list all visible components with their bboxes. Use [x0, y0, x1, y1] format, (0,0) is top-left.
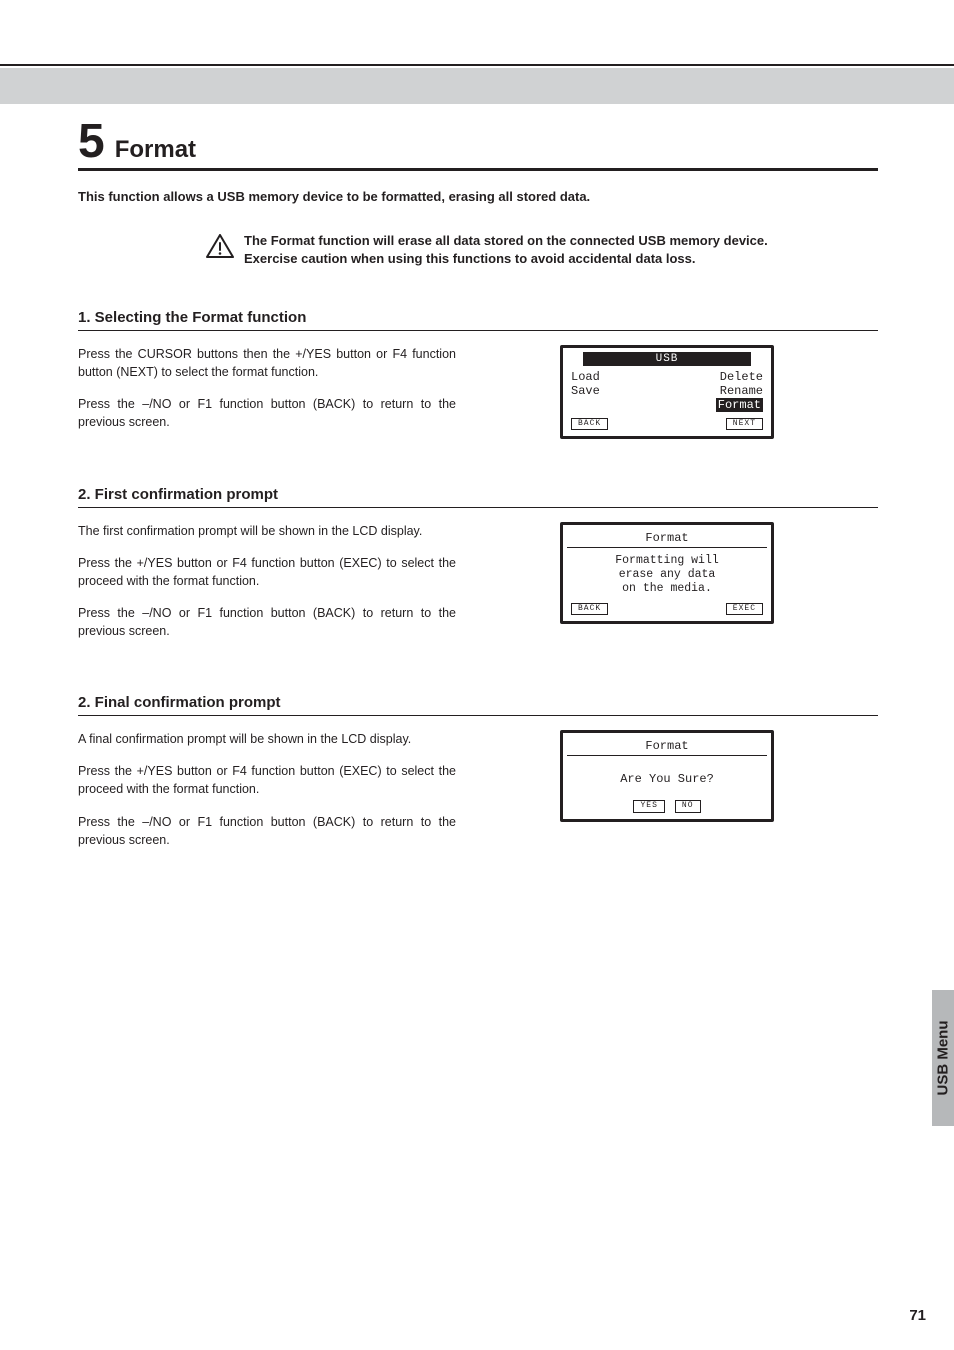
lcd-line: Are You Sure?: [567, 772, 767, 786]
warning-row: The Format function will erase all data …: [206, 232, 878, 267]
subsection-body: Press the CURSOR buttons then the +/YES …: [78, 345, 878, 446]
softkey-exec: EXEC: [726, 603, 763, 615]
paragraph: Press the +/YES button or F4 function bu…: [78, 554, 456, 590]
softkey-no: NO: [675, 800, 701, 812]
paragraph: Press the +/YES button or F4 function bu…: [78, 762, 456, 798]
subsection-text: The first confirmation prompt will be sh…: [78, 522, 456, 655]
warning-text: The Format function will erase all data …: [244, 232, 768, 267]
side-tab-label: USB Menu: [935, 1021, 952, 1096]
paragraph: Press the CURSOR buttons then the +/YES …: [78, 345, 456, 381]
warning-line: The Format function will erase all data …: [244, 232, 768, 250]
lcd-line: erase any data: [567, 568, 767, 582]
lcd-container: USB Load Save Delete Rename Format BACK …: [456, 345, 878, 446]
lcd-container: Format Are You Sure? YES NO: [456, 730, 878, 863]
lcd-left-col: Load Save: [571, 370, 600, 412]
softkey-back: BACK: [571, 603, 608, 615]
side-tab: USB Menu: [932, 990, 954, 1126]
lcd-item: Rename: [716, 384, 763, 398]
subsection-body: The first confirmation prompt will be sh…: [78, 522, 878, 655]
warning-icon: [206, 234, 234, 258]
subsection-body: A final confirmation prompt will be show…: [78, 730, 878, 863]
lcd-item: Load: [571, 370, 600, 384]
softkey-yes: YES: [633, 800, 664, 812]
lcd-title: Format: [567, 739, 767, 756]
lcd-container: Format Formatting will erase any data on…: [456, 522, 878, 655]
lcd-line: Formatting will: [567, 554, 767, 568]
lcd-item-selected: Format: [716, 398, 763, 412]
section-heading-row: 5 Format: [78, 118, 878, 171]
lcd-format-confirm: Format Are You Sure? YES NO: [560, 730, 774, 821]
subsection-heading: 2. First confirmation prompt: [78, 486, 878, 508]
paragraph: A final confirmation prompt will be show…: [78, 730, 456, 748]
lcd-softkeys: BACK NEXT: [567, 418, 767, 430]
lcd-usb-body: Load Save Delete Rename Format: [567, 368, 767, 412]
softkey-back: BACK: [571, 418, 608, 430]
lcd-right-col: Delete Rename Format: [716, 370, 763, 412]
lcd-softkeys: YES NO: [567, 800, 767, 812]
warning-line: Exercise caution when using this functio…: [244, 250, 768, 268]
lcd-format-warning: Format Formatting will erase any data on…: [560, 522, 774, 625]
lcd-usb-menu: USB Load Save Delete Rename Format BACK …: [560, 345, 774, 439]
lcd-line: on the media.: [567, 582, 767, 596]
section-intro: This function allows a USB memory device…: [78, 189, 878, 204]
lcd-titlebar: USB: [583, 352, 751, 366]
subsection-text: A final confirmation prompt will be show…: [78, 730, 456, 863]
paragraph: Press the –/NO or F1 function button (BA…: [78, 813, 456, 849]
section-number: 5: [78, 118, 105, 166]
lcd-item: Save: [571, 384, 600, 398]
subsection-text: Press the CURSOR buttons then the +/YES …: [78, 345, 456, 446]
softkey-next: NEXT: [726, 418, 763, 430]
paragraph: Press the –/NO or F1 function button (BA…: [78, 604, 456, 640]
section-title: Format: [115, 136, 196, 164]
lcd-message: Formatting will erase any data on the me…: [567, 554, 767, 597]
paragraph: The first confirmation prompt will be sh…: [78, 522, 456, 540]
lcd-softkeys: BACK EXEC: [567, 603, 767, 615]
top-rule: [0, 64, 954, 66]
lcd-item: Delete: [716, 370, 763, 384]
page-content: 5 Format This function allows a USB memo…: [78, 118, 878, 863]
subsection-heading: 1. Selecting the Format function: [78, 309, 878, 331]
page-number: 71: [909, 1307, 926, 1324]
paragraph: Press the –/NO or F1 function button (BA…: [78, 395, 456, 431]
subsection-heading: 2. Final confirmation prompt: [78, 694, 878, 716]
header-gray-bar: [0, 68, 954, 104]
lcd-title: Format: [567, 531, 767, 548]
